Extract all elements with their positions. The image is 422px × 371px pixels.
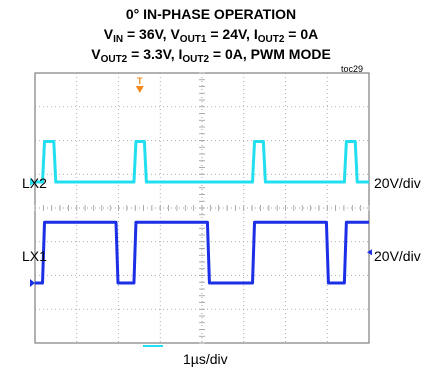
lx1-trace [35, 220, 369, 285]
title-line-3-part-1: OUT2 [100, 54, 128, 65]
lx1-ground-marker [30, 279, 35, 287]
trigger-position-marker [135, 86, 144, 93]
title-line-2-part-1: IN [113, 34, 124, 45]
chart-title-line-3: VOUT2 = 3.3V, IOUT2 = 0A, PWM MODE [0, 45, 422, 65]
lx2-scale-label: 20V/div [374, 175, 421, 191]
trigger-glyph: T [137, 76, 143, 86]
title-line-2-part-6: = 0A [284, 26, 319, 42]
title-line-2-part-5: OUT2 [257, 34, 285, 45]
chart-title-line-1: 0° IN-PHASE OPERATION [125, 6, 297, 22]
title-line-3-part-0: V [91, 46, 101, 62]
figure-tag: toc29 [341, 64, 364, 74]
trigger-level-marker [367, 249, 372, 256]
chart-title-line-2: VIN = 36V, VOUT1 = 24V, IOUT2 = 0A [0, 25, 422, 45]
lx2-trace [35, 140, 369, 184]
lx1-scale-label: 20V/div [374, 248, 421, 264]
title-line-2-part-0: V [103, 26, 114, 42]
lx2-channel-label: LX2 [22, 175, 47, 191]
title-line-2-part-3: OUT1 [179, 34, 207, 45]
title-line-3-part-4: = 0A, PWM MODE [209, 46, 331, 62]
title-line-3-part-3: OUT2 [182, 54, 210, 65]
title-line-2-part-4: = 24V, I [206, 26, 258, 42]
lx1-channel-label: LX1 [22, 248, 47, 264]
time-scale-label: 1µs/div [183, 351, 228, 367]
lx2-ground-marker [30, 178, 35, 186]
title-line-2-part-2: = 36V, V [123, 26, 180, 42]
title-line-3-part-2: = 3.3V, I [127, 46, 183, 62]
